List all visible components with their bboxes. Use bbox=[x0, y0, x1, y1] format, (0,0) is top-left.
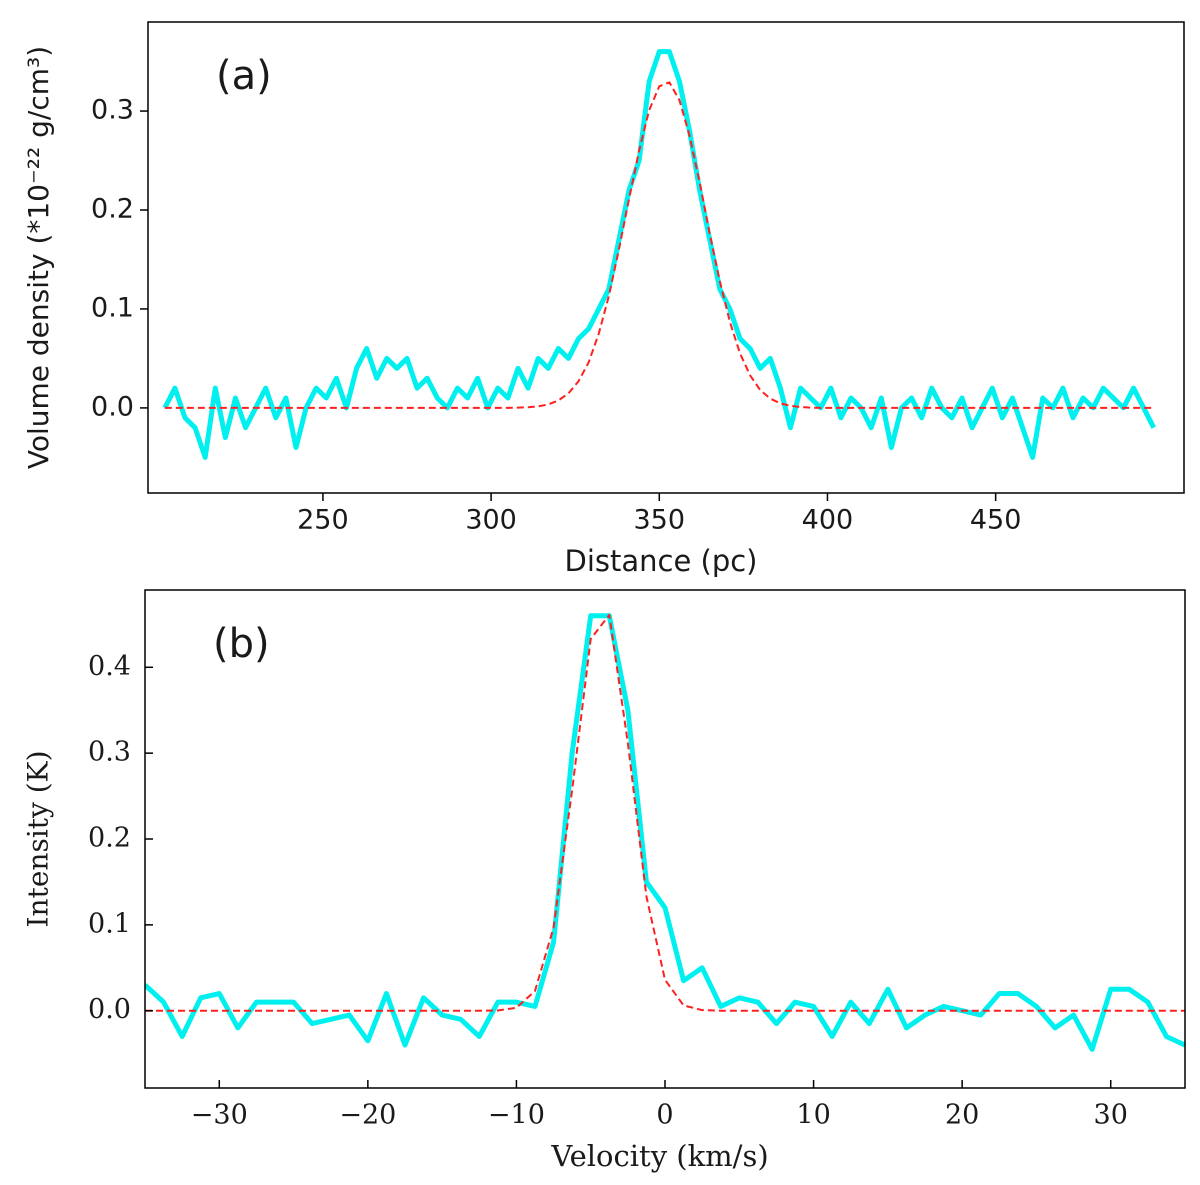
x-tick-label: 300 bbox=[465, 505, 517, 536]
data-line bbox=[164, 81, 1154, 409]
y-tick-label: 0.1 bbox=[88, 908, 131, 939]
x-tick-label: 350 bbox=[633, 505, 685, 536]
x-tick-label: 250 bbox=[297, 505, 349, 536]
y-tick-label: 0.2 bbox=[88, 823, 131, 854]
y-tick-label: 0.0 bbox=[88, 994, 131, 1025]
x-tick-label: 30 bbox=[1094, 1100, 1128, 1131]
y-axis-label: Volume density (*10⁻²² g/cm³) bbox=[22, 46, 55, 469]
y-axis-label: Intensity (K) bbox=[22, 750, 55, 927]
x-axis-label: Velocity (km/s) bbox=[550, 1139, 768, 1173]
plot-frame bbox=[147, 21, 1185, 494]
data-line bbox=[145, 613, 1185, 1012]
y-tick-label: 0.4 bbox=[88, 651, 131, 682]
x-tick-label: 0 bbox=[656, 1100, 673, 1131]
y-tick-label: 0.3 bbox=[88, 737, 131, 768]
data-line bbox=[145, 613, 1185, 1052]
x-axis-label: Distance (pc) bbox=[564, 544, 757, 578]
panel-label: (a) bbox=[216, 53, 272, 99]
y-tick-label: 0.0 bbox=[91, 391, 134, 422]
y-tick-label: 0.1 bbox=[91, 292, 134, 323]
y-tick-label: 0.2 bbox=[91, 194, 134, 225]
y-tick-label: 0.3 bbox=[91, 95, 134, 126]
data-line bbox=[162, 49, 1156, 460]
x-tick-label: 400 bbox=[802, 505, 854, 536]
panel-label: (b) bbox=[213, 621, 270, 667]
x-tick-label: −10 bbox=[488, 1100, 545, 1131]
x-tick-label: 10 bbox=[796, 1100, 830, 1131]
x-tick-label: −20 bbox=[339, 1100, 396, 1131]
x-tick-label: 450 bbox=[970, 505, 1022, 536]
x-tick-label: −30 bbox=[191, 1100, 248, 1131]
x-tick-label: 20 bbox=[945, 1100, 979, 1131]
